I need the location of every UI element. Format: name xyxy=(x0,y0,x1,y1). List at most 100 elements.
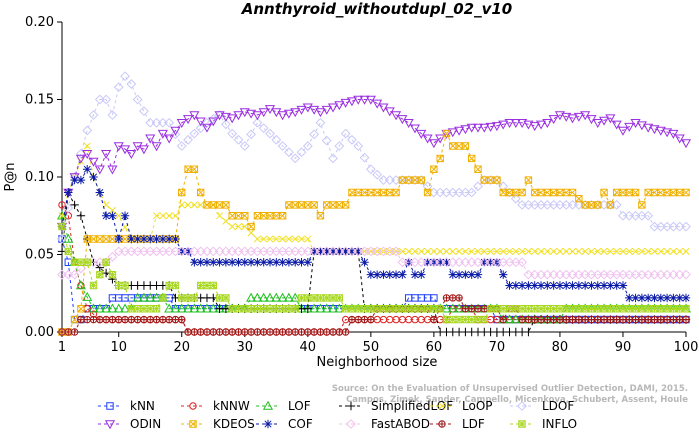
data-point xyxy=(669,305,678,313)
data-point xyxy=(335,201,344,209)
data-point xyxy=(196,258,205,267)
data-point xyxy=(259,328,268,336)
data-point xyxy=(102,258,110,266)
data-point xyxy=(234,223,243,231)
data-point xyxy=(543,247,551,255)
data-point xyxy=(83,142,91,150)
data-point xyxy=(82,150,93,159)
data-point xyxy=(120,211,130,220)
y-tick-label: 0.00 xyxy=(25,325,54,340)
data-point xyxy=(638,315,646,324)
data-point xyxy=(266,235,274,243)
data-point xyxy=(359,152,370,163)
data-point xyxy=(531,305,539,313)
data-point xyxy=(178,294,186,302)
data-point xyxy=(650,315,659,324)
data-point xyxy=(184,201,192,209)
data-point xyxy=(139,106,149,117)
data-point xyxy=(208,113,219,124)
data-point xyxy=(625,305,633,313)
data-point xyxy=(466,187,477,198)
data-point xyxy=(58,222,66,231)
data-point xyxy=(95,263,105,272)
data-point xyxy=(524,305,533,313)
data-point xyxy=(259,258,268,267)
data-point xyxy=(360,305,369,313)
data-point xyxy=(467,154,476,163)
data-point xyxy=(272,258,281,267)
data-point xyxy=(594,201,602,209)
data-point xyxy=(277,111,288,121)
data-point xyxy=(258,108,269,118)
data-point xyxy=(460,125,471,135)
data-point xyxy=(195,303,206,313)
data-point xyxy=(491,122,502,132)
x-tick-label: 80 xyxy=(552,340,569,355)
data-point xyxy=(165,315,173,324)
data-point xyxy=(354,247,363,256)
data-point xyxy=(681,221,691,232)
data-point xyxy=(487,247,495,255)
legend-label: LDOF xyxy=(542,399,574,413)
data-point xyxy=(442,294,451,302)
data-point xyxy=(575,315,583,324)
data-point xyxy=(178,188,186,197)
data-point xyxy=(530,281,539,290)
data-point xyxy=(120,71,130,82)
data-point xyxy=(573,112,584,122)
data-point xyxy=(681,269,691,280)
data-point xyxy=(216,212,224,220)
data-point xyxy=(493,305,501,313)
data-point xyxy=(562,305,570,313)
data-point xyxy=(189,111,200,121)
data-point xyxy=(176,141,187,151)
data-point xyxy=(102,315,110,324)
data-point xyxy=(334,141,345,151)
data-point xyxy=(77,315,85,324)
data-point xyxy=(510,119,521,128)
data-point xyxy=(107,303,118,313)
data-point xyxy=(70,258,79,266)
data-point xyxy=(599,116,610,126)
data-point xyxy=(556,247,564,255)
data-point xyxy=(316,294,325,302)
data-point xyxy=(176,303,187,313)
data-point xyxy=(504,119,515,128)
data-point xyxy=(265,258,275,267)
data-point xyxy=(600,305,608,313)
data-point xyxy=(119,303,131,313)
data-point xyxy=(310,294,318,302)
data-point xyxy=(253,305,262,313)
data-point xyxy=(171,315,180,324)
legend-item: LOF xyxy=(256,399,311,413)
data-point xyxy=(605,114,616,124)
data-point xyxy=(139,234,149,244)
legend-label: ODIN xyxy=(130,417,161,431)
data-point xyxy=(479,123,490,133)
data-point xyxy=(348,305,356,313)
data-point xyxy=(449,247,457,255)
data-point xyxy=(643,210,654,221)
data-point xyxy=(214,111,225,121)
data-point xyxy=(126,150,137,159)
data-point xyxy=(133,234,142,244)
data-point xyxy=(682,188,690,197)
data-point xyxy=(77,281,85,290)
data-point xyxy=(297,294,306,302)
data-point xyxy=(316,247,325,256)
data-point xyxy=(606,201,615,209)
data-point xyxy=(536,281,546,290)
data-point xyxy=(146,234,155,244)
data-point xyxy=(321,105,332,115)
legend-marker xyxy=(346,419,356,429)
data-point xyxy=(253,258,262,267)
data-point xyxy=(549,305,558,313)
data-point xyxy=(562,315,570,324)
data-point xyxy=(290,153,301,164)
data-point xyxy=(195,117,206,127)
legend-item: COF xyxy=(256,417,313,431)
legend-label: KDEOS xyxy=(213,417,255,431)
data-point xyxy=(600,188,608,197)
data-point xyxy=(297,258,306,267)
